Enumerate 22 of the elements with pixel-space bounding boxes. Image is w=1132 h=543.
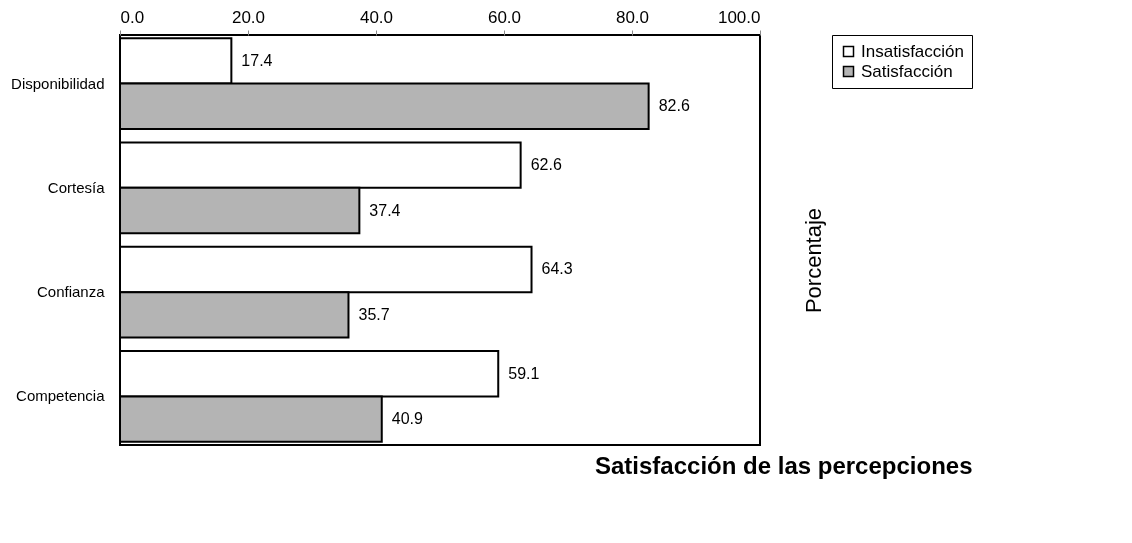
data-label: 37.4 <box>369 201 401 219</box>
data-label: 40.9 <box>391 410 423 428</box>
y-tick-label: Cortesía <box>47 178 106 196</box>
x-tick-label: 100.0 <box>717 7 761 27</box>
text: Satisfacción de las percepciones <box>595 452 973 479</box>
data-label: 35.7 <box>358 305 390 323</box>
y-axis-title: Porcentaje <box>800 207 826 314</box>
data-label: 82.6 <box>658 97 690 115</box>
data-label: 64.3 <box>541 260 573 278</box>
data-label: 59.1 <box>508 364 540 382</box>
y-tick-label: Confianza <box>36 283 106 301</box>
x-tick-label: 20.0 <box>231 7 266 27</box>
legend-label: Insatisfacción <box>861 41 964 61</box>
x-tick-label: 60.0 <box>487 7 522 27</box>
data-label: 62.6 <box>530 156 562 174</box>
x-tick-label: 80.0 <box>615 7 650 27</box>
x-tick-label: 40.0 <box>359 7 394 27</box>
x-tick-label: 0.0 <box>120 7 145 27</box>
y-tick-label: Competencia <box>16 387 106 405</box>
legend-label: Satisfacción <box>861 61 953 81</box>
y-tick-label: Disponibilidad <box>11 74 105 92</box>
data-label: 17.4 <box>241 51 273 69</box>
